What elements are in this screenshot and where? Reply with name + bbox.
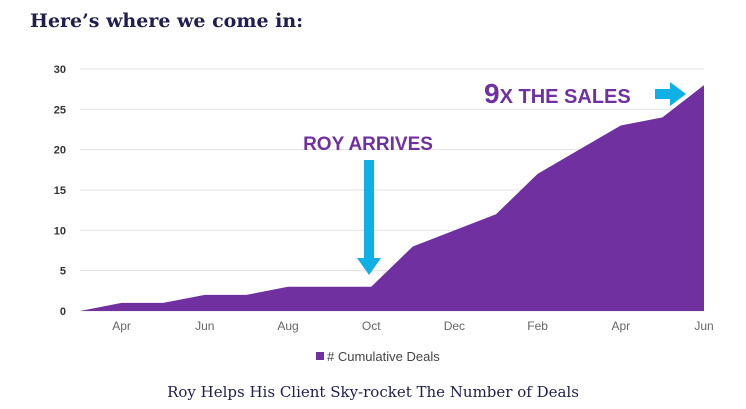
x-tick-label: Oct — [362, 319, 381, 333]
series-area-cumulative-deals — [80, 85, 704, 311]
x-tick-label: Apr — [611, 319, 630, 333]
y-tick-label: 20 — [54, 145, 66, 157]
x-tick-label: Jun — [694, 319, 713, 333]
legend-label: # Cumulative Deals — [327, 349, 440, 364]
down-arrow-icon — [357, 160, 381, 275]
x-axis-ticks: Apr Jun Aug Oct Dec Feb Apr Jun — [112, 319, 713, 333]
roy-arrives-annotation: ROY ARRIVES — [303, 134, 433, 155]
legend-swatch — [316, 352, 324, 360]
y-tick-label: 10 — [54, 225, 66, 237]
page-heading: Here’s where we come in: — [30, 10, 304, 32]
y-tick-label: 0 — [60, 306, 66, 318]
y-tick-label: 30 — [54, 64, 66, 76]
x-tick-label: Feb — [527, 319, 548, 333]
x-tick-label: Aug — [277, 319, 298, 333]
y-tick-label: 15 — [54, 185, 66, 197]
x-tick-label: Dec — [444, 319, 465, 333]
sales-multiplier-text: X THE SALES — [500, 86, 631, 108]
chart-legend: # Cumulative Deals — [316, 349, 440, 364]
right-arrow-icon — [655, 82, 686, 106]
sales-multiplier-annotation: 9X THE SALES — [484, 78, 631, 109]
cumulative-deals-chart: 0 5 10 15 20 25 30 Apr Jun Aug Oct Dec Feb Apr Jun RO… — [54, 64, 714, 364]
y-axis-ticks: 0 5 10 15 20 25 30 — [54, 64, 66, 318]
x-tick-label: Jun — [195, 319, 214, 333]
x-tick-label: Apr — [112, 319, 131, 333]
y-tick-label: 5 — [60, 266, 66, 278]
area-series — [80, 85, 704, 311]
y-tick-label: 25 — [54, 104, 66, 116]
sales-multiplier-number: 9 — [484, 78, 500, 109]
chart-caption: Roy Helps His Client Sky-rocket The Numb… — [167, 383, 579, 401]
